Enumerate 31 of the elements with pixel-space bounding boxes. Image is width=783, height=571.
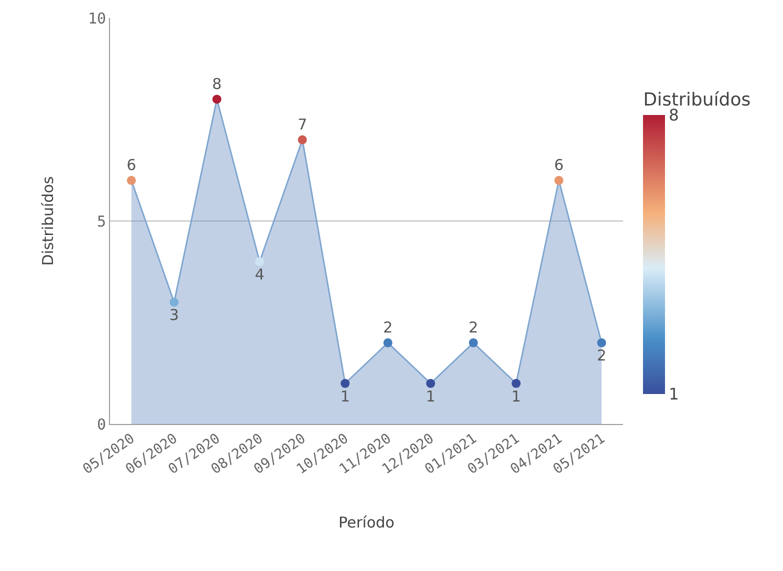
point xyxy=(512,378,521,388)
data-label: 1 xyxy=(426,387,436,406)
data-label: 1 xyxy=(511,387,521,406)
point xyxy=(170,298,179,307)
data-label: 6 xyxy=(126,156,136,174)
point xyxy=(298,135,307,144)
data-label: 8 xyxy=(212,74,222,93)
data-label: 7 xyxy=(298,115,308,134)
data-label: 1 xyxy=(340,387,350,406)
point xyxy=(554,176,564,185)
point xyxy=(468,338,478,348)
data-label: 2 xyxy=(468,318,478,336)
point xyxy=(340,378,350,388)
y-tick-label: 10 xyxy=(88,9,106,28)
y-tick-label: 5 xyxy=(96,212,106,230)
point xyxy=(255,257,264,266)
point xyxy=(212,94,222,104)
data-label: 3 xyxy=(169,306,179,324)
color-bar-label: 8 xyxy=(668,105,679,124)
point xyxy=(126,176,136,185)
y-axis-title: Distribuídos xyxy=(39,176,58,266)
point xyxy=(426,378,436,388)
data-label: 2 xyxy=(383,318,393,336)
data-label: 6 xyxy=(554,156,564,174)
x-axis-title: Período xyxy=(338,514,394,532)
point xyxy=(597,338,606,348)
color-bar-label: 1 xyxy=(668,384,679,404)
y-tick-label: 0 xyxy=(96,415,106,434)
point xyxy=(383,338,392,348)
data-label: 2 xyxy=(596,346,606,365)
data-label: 4 xyxy=(254,265,264,284)
